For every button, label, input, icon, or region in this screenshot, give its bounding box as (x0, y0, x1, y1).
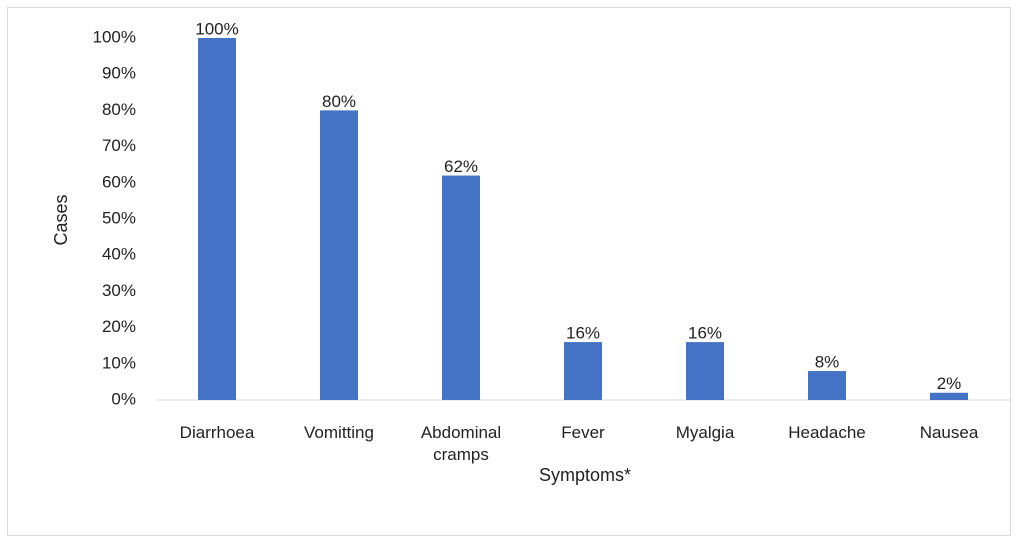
bar (198, 38, 236, 400)
x-tick-label: Headache (788, 423, 866, 442)
x-tick-label: Nausea (919, 423, 979, 442)
value-label: 80% (322, 92, 356, 111)
value-label: 62% (444, 157, 478, 176)
y-tick-label: 70% (102, 136, 136, 155)
x-tick-label: Diarrhoea (179, 423, 255, 442)
y-tick-label: 30% (102, 281, 136, 300)
y-tick-label: 90% (102, 64, 136, 83)
x-tick-label: Fever (561, 423, 605, 442)
y-tick-label: 100% (93, 27, 136, 46)
y-axis-title: Cases (51, 194, 71, 245)
chart-border (7, 7, 1011, 536)
bar (320, 110, 358, 401)
x-tick-label: Vomitting (304, 423, 374, 442)
bar (686, 342, 724, 400)
y-tick-label: 60% (102, 172, 136, 191)
x-axis-title: Symptoms* (539, 465, 631, 485)
value-label: 16% (566, 324, 600, 343)
value-label: 8% (815, 353, 840, 372)
y-tick-label: 10% (102, 353, 136, 372)
bar (564, 342, 602, 400)
y-tick-label: 20% (102, 317, 136, 336)
x-tick-label: Myalgia (675, 423, 735, 442)
x-tick-label: Abdominal cramps (420, 423, 502, 464)
bar (808, 371, 846, 400)
value-label: 100% (195, 19, 238, 38)
y-tick-label: 50% (102, 208, 136, 227)
value-label: 2% (937, 374, 962, 393)
value-label: 16% (688, 324, 722, 343)
y-tick-label: 80% (102, 100, 136, 119)
y-tick-label: 0% (111, 389, 136, 408)
bar (930, 392, 968, 400)
y-tick-label: 40% (102, 245, 136, 264)
bar (442, 175, 480, 400)
